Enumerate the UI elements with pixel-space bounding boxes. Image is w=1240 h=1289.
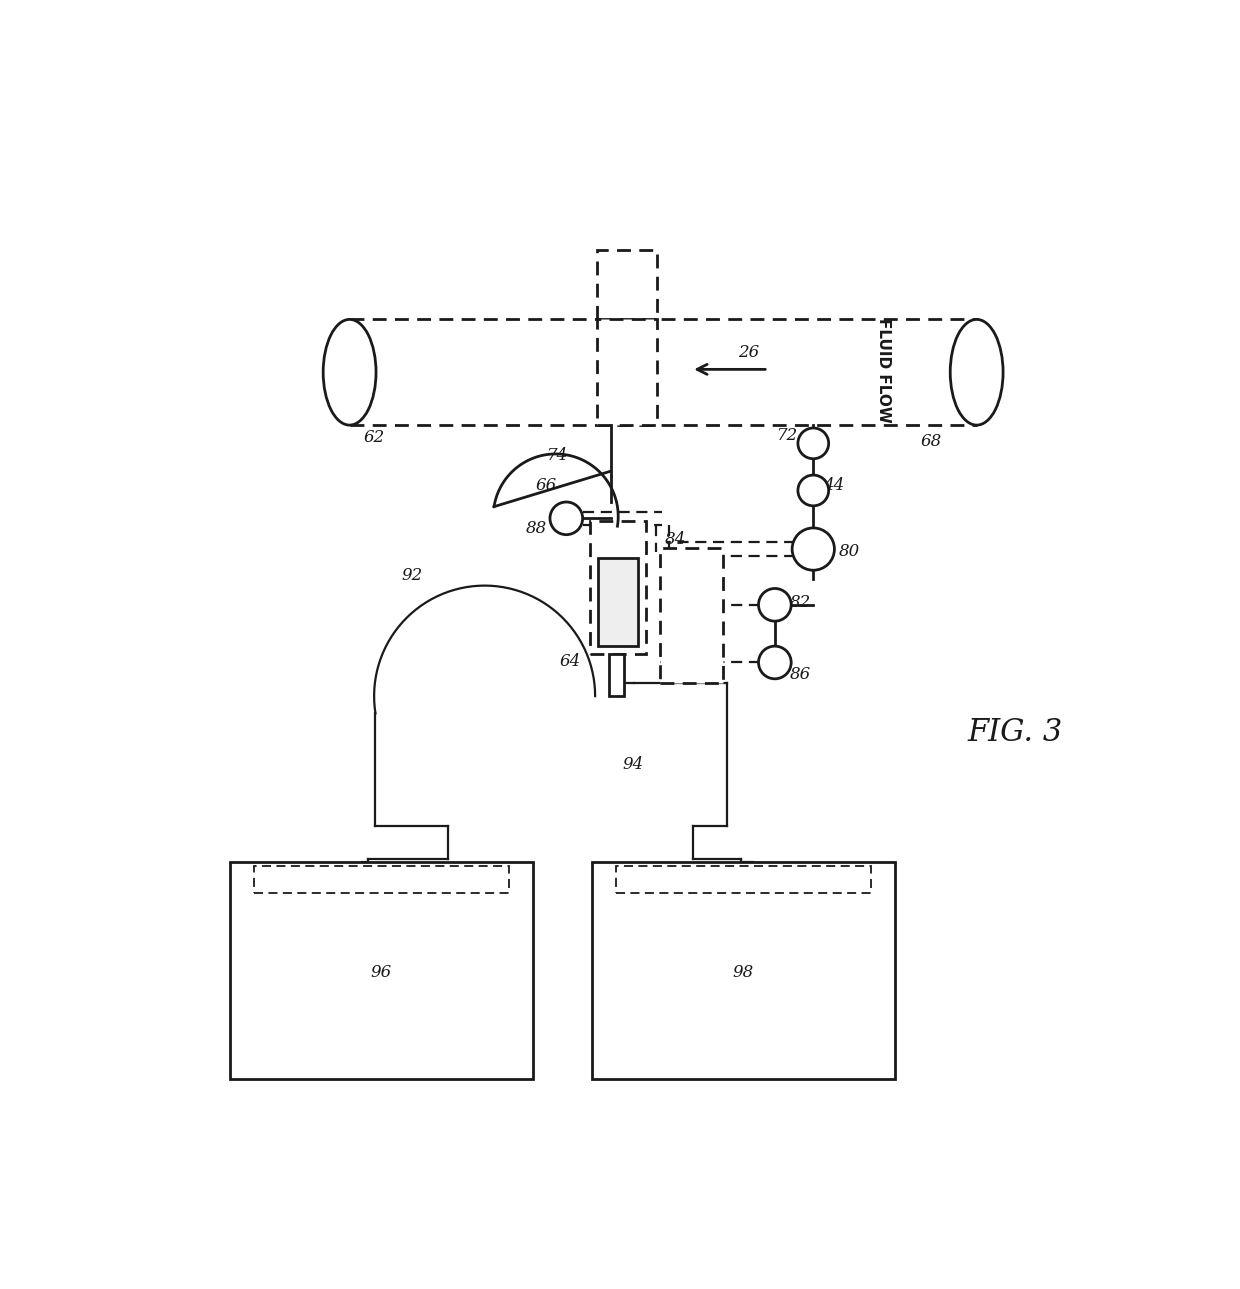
Text: FLUID FLOW: FLUID FLOW (875, 318, 890, 423)
Text: 88: 88 (526, 521, 547, 538)
Bar (609, 654, 624, 696)
Ellipse shape (950, 320, 1003, 425)
Bar (596, 250, 657, 320)
Ellipse shape (324, 320, 376, 425)
Bar (598, 558, 639, 646)
Bar (590, 521, 646, 654)
Circle shape (759, 646, 791, 679)
Text: FIG. 3: FIG. 3 (967, 717, 1063, 748)
Bar (229, 862, 533, 1079)
Text: 26: 26 (738, 344, 760, 361)
Bar (254, 866, 508, 893)
Text: 86: 86 (790, 665, 811, 682)
Text: 68: 68 (921, 433, 942, 450)
Text: 94: 94 (622, 755, 645, 773)
Text: 80: 80 (839, 544, 861, 561)
Circle shape (797, 428, 828, 459)
Text: 74: 74 (547, 447, 568, 464)
Text: 82: 82 (790, 594, 811, 611)
Text: 92: 92 (401, 567, 422, 584)
Text: 44: 44 (823, 477, 844, 494)
Text: 64: 64 (559, 654, 580, 670)
Bar (661, 548, 723, 683)
Bar (616, 866, 870, 893)
Text: 70: 70 (608, 389, 629, 406)
Circle shape (792, 528, 835, 570)
Text: 66: 66 (536, 477, 557, 494)
Text: 98: 98 (733, 964, 754, 981)
Circle shape (551, 501, 583, 535)
Text: 62: 62 (363, 429, 384, 446)
Bar (593, 862, 895, 1079)
Text: 84: 84 (665, 531, 686, 548)
Text: 72: 72 (776, 427, 799, 445)
Circle shape (797, 476, 828, 505)
Bar (596, 320, 657, 425)
Circle shape (759, 589, 791, 621)
Text: 96: 96 (371, 964, 392, 981)
